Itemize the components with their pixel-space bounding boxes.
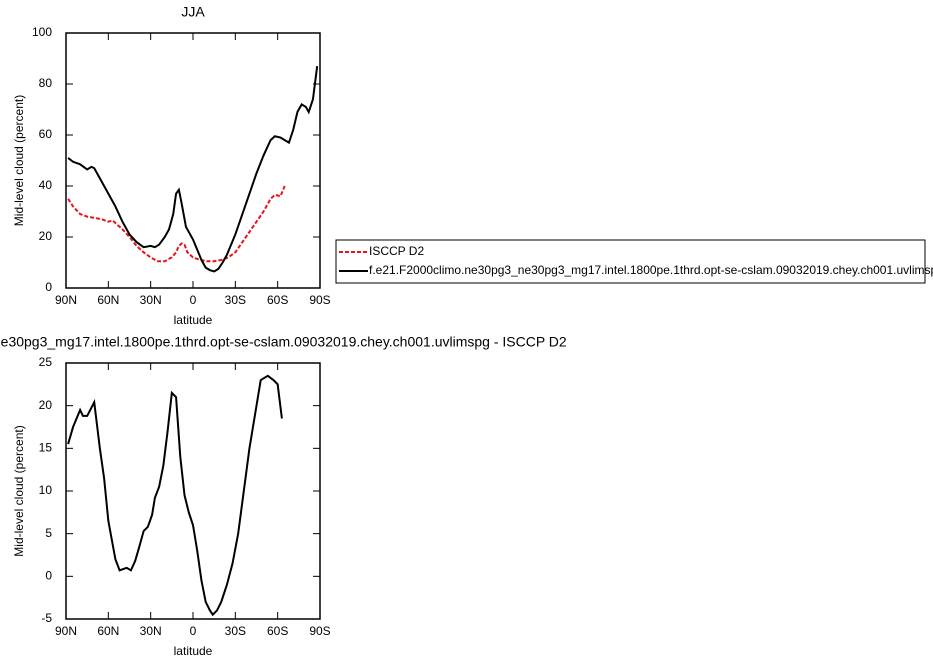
x-tick-label: 30N (140, 293, 162, 307)
y-tick-label: 10 (39, 483, 53, 497)
data-line (67, 66, 319, 273)
x-tick-label: 30S (225, 293, 246, 307)
x-tick-label: 60S (267, 624, 288, 638)
y-tick-label: 5 (45, 526, 52, 540)
y-tick-label: 40 (39, 178, 53, 192)
x-tick-label: 90N (55, 624, 77, 638)
x-tick-label: 90N (55, 293, 77, 307)
chart-title: JJA (181, 4, 205, 20)
x-tick-label: 0 (190, 293, 197, 307)
x-tick-label: 60N (97, 624, 119, 638)
plot-frame (65, 32, 321, 289)
plot-frame (65, 362, 321, 620)
y-tick-label: -5 (41, 611, 52, 625)
y-axis-label: Mid-level cloud (percent) (12, 425, 26, 556)
y-tick-label: 100 (32, 25, 52, 39)
legend-label: ISCCP D2 (369, 244, 424, 258)
y-tick-label: 20 (39, 229, 53, 243)
y-tick-label: 60 (39, 127, 53, 141)
x-tick-label: 90S (309, 293, 330, 307)
legend-label: f.e21.F2000climo.ne30pg3_ne30pg3_mg17.in… (369, 263, 933, 277)
data-line (67, 185, 286, 263)
x-tick-label: 60S (267, 293, 288, 307)
x-tick-label: 30N (140, 624, 162, 638)
x-axis-label: latitude (174, 644, 213, 658)
y-tick-label: 15 (39, 441, 53, 455)
x-axis-label: latitude (174, 313, 213, 327)
x-tick-label: 90S (309, 624, 330, 638)
y-tick-label: 25 (39, 355, 53, 369)
legend-box (335, 239, 926, 284)
y-tick-label: 0 (45, 569, 52, 583)
chart-title: f.e21.F2000climo.ne30pg3_ne30pg3_mg17.in… (0, 334, 567, 350)
y-tick-label: 20 (39, 398, 53, 412)
y-axis-label: Mid-level cloud (percent) (12, 95, 26, 226)
y-tick-label: 80 (39, 76, 53, 90)
x-tick-label: 60N (97, 293, 119, 307)
x-tick-label: 30S (225, 624, 246, 638)
data-line (67, 374, 283, 617)
x-tick-label: 0 (190, 624, 197, 638)
y-tick-label: 0 (45, 280, 52, 294)
